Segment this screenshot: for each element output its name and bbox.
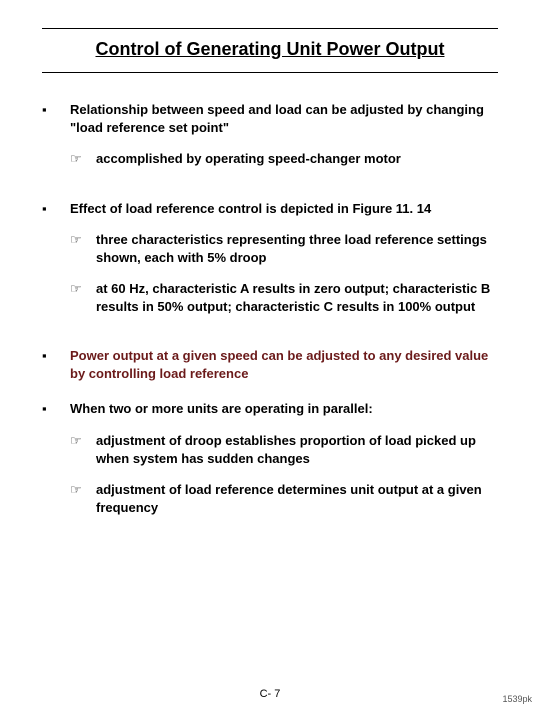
pointing-hand-icon: ☞ xyxy=(70,432,96,467)
square-bullet-icon: ▪ xyxy=(42,101,70,182)
sub-item: ☞at 60 Hz, characteristic A results in z… xyxy=(70,280,498,315)
bullet-text: When two or more units are operating in … xyxy=(70,400,498,418)
sub-item: ☞three characteristics representing thre… xyxy=(70,231,498,266)
bullet-item: ▪Effect of load reference control is dep… xyxy=(42,200,498,330)
pointing-hand-icon: ☞ xyxy=(70,280,96,315)
bullet-item: ▪Relationship between speed and load can… xyxy=(42,101,498,182)
square-bullet-icon: ▪ xyxy=(42,400,70,530)
bullet-text: Effect of load reference control is depi… xyxy=(70,200,498,218)
page-container: Control of Generating Unit Power Output … xyxy=(0,0,540,588)
sub-list: ☞three characteristics representing thre… xyxy=(70,231,498,315)
sub-item: ☞adjustment of load reference determines… xyxy=(70,481,498,516)
sub-text: accomplished by operating speed-changer … xyxy=(96,150,498,168)
sub-item: ☞accomplished by operating speed-changer… xyxy=(70,150,498,168)
sub-text: at 60 Hz, characteristic A results in ze… xyxy=(96,280,498,315)
page-title: Control of Generating Unit Power Output xyxy=(42,39,498,60)
bullet-body: Relationship between speed and load can … xyxy=(70,101,498,182)
rule-under-title xyxy=(42,72,498,73)
pointing-hand-icon: ☞ xyxy=(70,231,96,266)
pointing-hand-icon: ☞ xyxy=(70,150,96,168)
sub-list: ☞accomplished by operating speed-changer… xyxy=(70,150,498,168)
bullet-text: Power output at a given speed can be adj… xyxy=(70,347,498,382)
bullet-text: Relationship between speed and load can … xyxy=(70,101,498,136)
bullet-body: Effect of load reference control is depi… xyxy=(70,200,498,330)
pointing-hand-icon: ☞ xyxy=(70,481,96,516)
page-number: C- 7 xyxy=(0,688,540,700)
square-bullet-icon: ▪ xyxy=(42,347,70,382)
bullet-list: ▪Relationship between speed and load can… xyxy=(42,101,498,530)
sub-text: adjustment of load reference determines … xyxy=(96,481,498,516)
sub-text: three characteristics representing three… xyxy=(96,231,498,266)
square-bullet-icon: ▪ xyxy=(42,200,70,330)
rule-top xyxy=(42,28,498,29)
sub-item: ☞adjustment of droop establishes proport… xyxy=(70,432,498,467)
bullet-item: ▪Power output at a given speed can be ad… xyxy=(42,347,498,382)
sub-text: adjustment of droop establishes proporti… xyxy=(96,432,498,467)
bullet-item: ▪When two or more units are operating in… xyxy=(42,400,498,530)
bullet-body: When two or more units are operating in … xyxy=(70,400,498,530)
sub-list: ☞adjustment of droop establishes proport… xyxy=(70,432,498,516)
watermark: 1539pk xyxy=(502,694,532,704)
bullet-body: Power output at a given speed can be adj… xyxy=(70,347,498,382)
